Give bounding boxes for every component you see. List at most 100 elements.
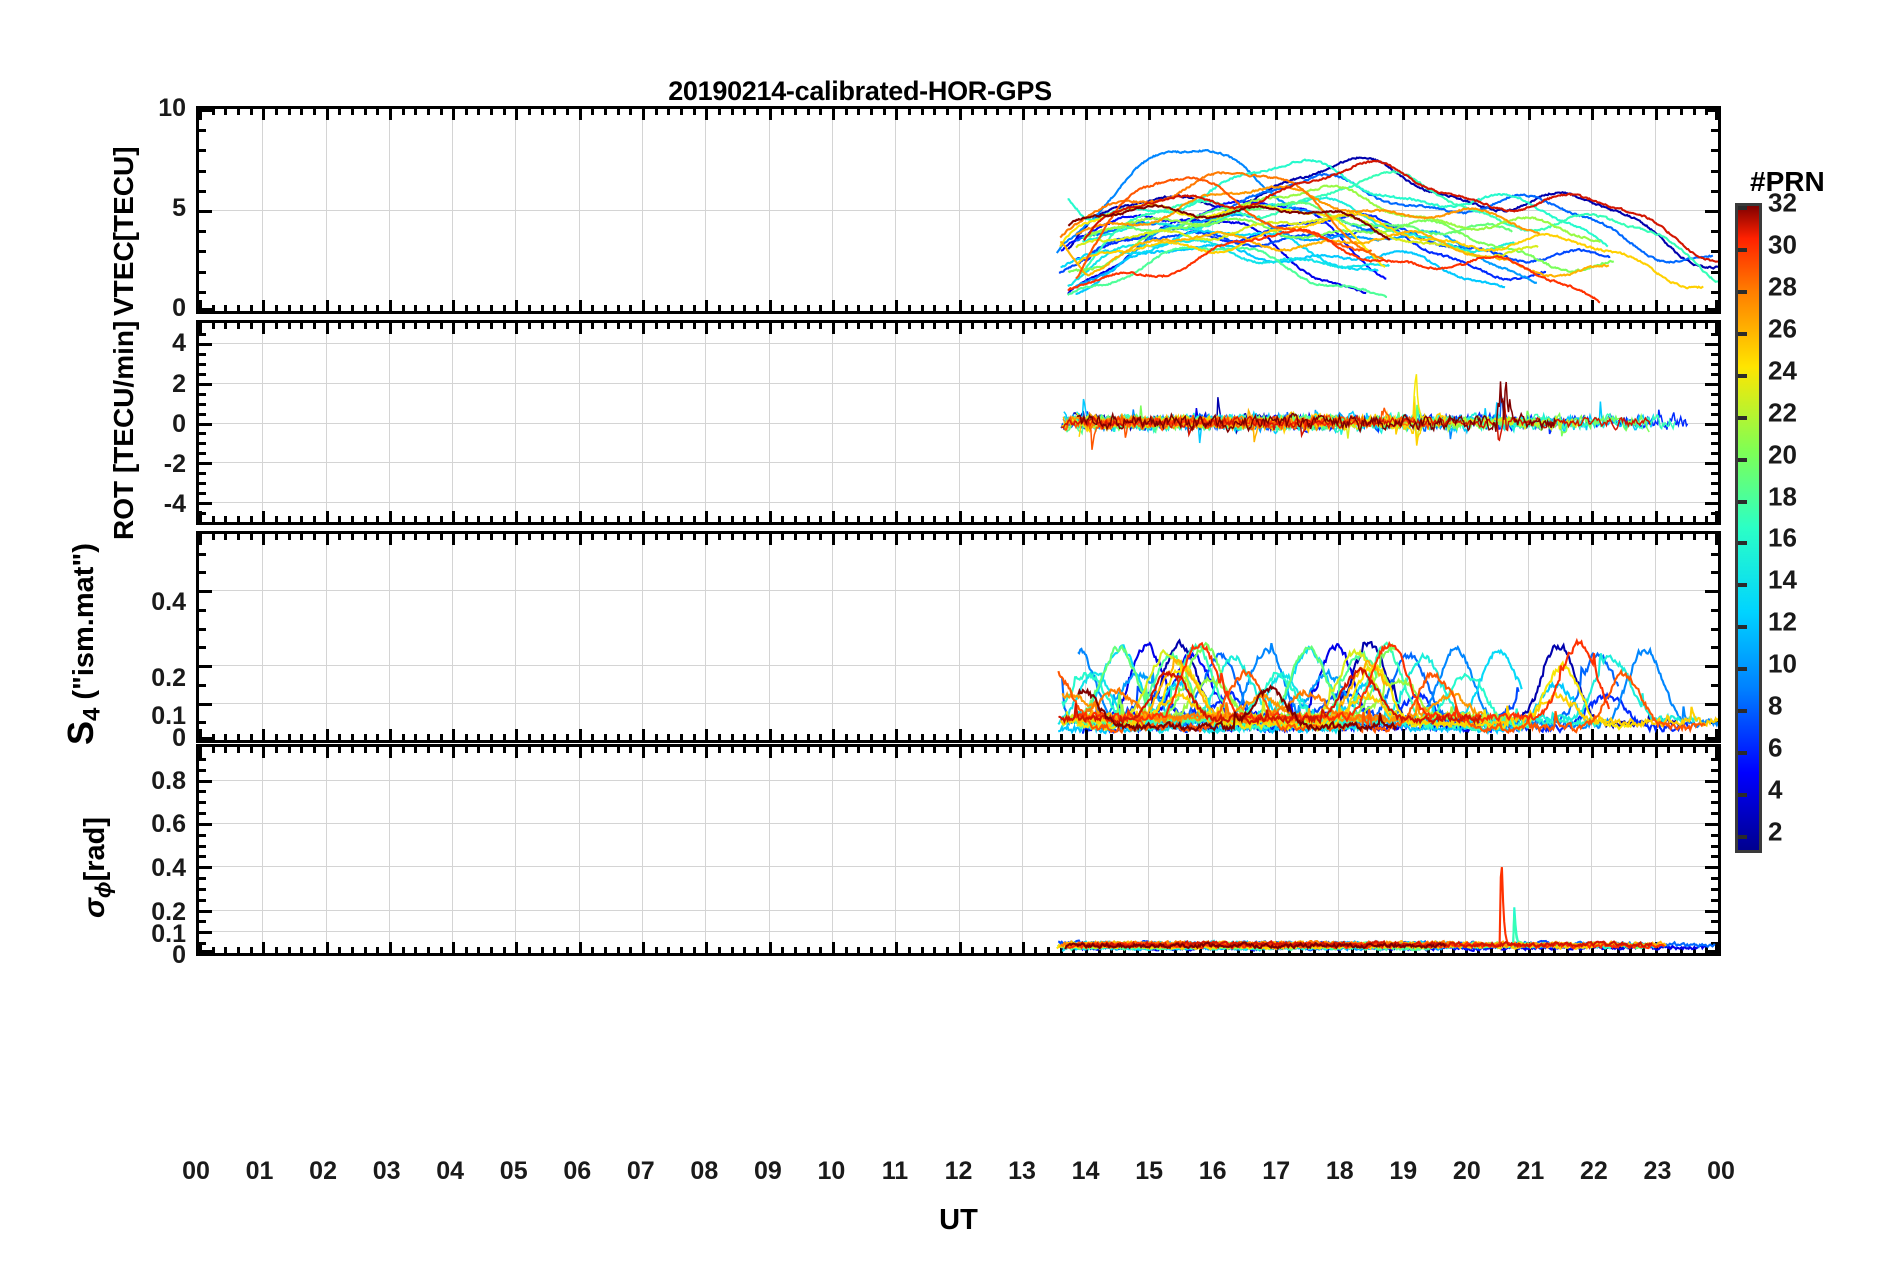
- xtick-minor: [819, 734, 822, 740]
- xtick-minor: [224, 947, 227, 953]
- xtick-minor: [553, 516, 556, 522]
- xtick-minor: [1427, 109, 1430, 115]
- xtick-minor: [288, 734, 291, 740]
- xtick-minor: [1199, 516, 1202, 522]
- xtick-major: [326, 109, 329, 120]
- xtick-minor: [731, 109, 734, 115]
- colorbar: [1735, 203, 1762, 853]
- xtick-major: [1338, 747, 1341, 758]
- xtick-major: [199, 729, 202, 740]
- xtick-major: [1402, 300, 1405, 311]
- xtick-minor: [1553, 947, 1556, 953]
- xtick-minor: [477, 305, 480, 311]
- xtick-minor: [1034, 534, 1037, 540]
- gridline-horizontal: [199, 910, 1718, 911]
- xtick-minor: [718, 516, 721, 522]
- xtick-minor: [1515, 516, 1518, 522]
- gridline-horizontal: [199, 210, 1718, 211]
- colorbar-tick: [1738, 835, 1747, 840]
- xtick-minor: [1300, 109, 1303, 115]
- xtick-minor: [1680, 305, 1683, 311]
- xtick-major: [1148, 323, 1151, 334]
- xtick-minor: [908, 305, 911, 311]
- xtick-minor: [1667, 305, 1670, 311]
- xtick-major: [1465, 729, 1468, 740]
- xtick-minor: [756, 323, 759, 329]
- xtick-minor: [1237, 109, 1240, 115]
- xtick-minor: [1009, 109, 1012, 115]
- ytick-minor: [199, 834, 206, 837]
- ytick-minor: [1711, 790, 1718, 793]
- xtick-label: 11: [881, 1157, 909, 1185]
- xtick-minor: [553, 734, 556, 740]
- xtick-minor: [1490, 947, 1493, 953]
- xtick-minor: [1566, 747, 1569, 753]
- xtick-minor: [1490, 323, 1493, 329]
- xtick-minor: [1452, 747, 1455, 753]
- xtick-major: [579, 747, 582, 758]
- gridline-vertical: [262, 323, 263, 522]
- xtick-minor: [971, 947, 974, 953]
- xtick-minor: [756, 534, 759, 540]
- xtick-minor: [655, 305, 658, 311]
- xtick-minor: [718, 305, 721, 311]
- xtick-minor: [1224, 109, 1227, 115]
- xtick-major: [642, 747, 645, 758]
- xtick-minor: [996, 747, 999, 753]
- xtick-major: [1465, 747, 1468, 758]
- ytick-major: [1705, 590, 1718, 593]
- xtick-minor: [1629, 534, 1632, 540]
- colorbar-tick-label: 30: [1768, 229, 1797, 260]
- ytick-major: [1705, 343, 1718, 346]
- xtick-minor: [477, 323, 480, 329]
- xtick-minor: [1110, 516, 1113, 522]
- xtick-minor: [250, 305, 253, 311]
- xtick-minor: [440, 734, 443, 740]
- xtick-minor: [275, 305, 278, 311]
- xtick-major: [769, 109, 772, 120]
- xtick-minor: [1642, 109, 1645, 115]
- ytick-minor: [1711, 812, 1718, 815]
- xtick-minor: [971, 323, 974, 329]
- colorbar-tick-label: 24: [1768, 355, 1797, 386]
- xtick-major: [579, 942, 582, 953]
- xtick-minor: [1427, 516, 1430, 522]
- xtick-minor: [1136, 516, 1139, 522]
- ytick-minor: [199, 942, 206, 945]
- xtick-major: [1148, 511, 1151, 522]
- xtick-minor: [1098, 734, 1101, 740]
- xtick-minor: [1604, 516, 1607, 522]
- ytick-minor: [1711, 888, 1718, 891]
- xtick-label: 07: [626, 1157, 655, 1185]
- xtick-minor: [212, 109, 215, 115]
- xtick-minor: [1034, 516, 1037, 522]
- xtick-minor: [1250, 747, 1253, 753]
- xtick-minor: [870, 734, 873, 740]
- xtick-minor: [1060, 534, 1063, 540]
- xtick-minor: [1414, 516, 1417, 522]
- ytick-label: 0.4: [151, 854, 186, 882]
- xtick-minor: [1047, 109, 1050, 115]
- xtick-minor: [1047, 305, 1050, 311]
- xtick-minor: [1617, 323, 1620, 329]
- xtick-major: [895, 729, 898, 740]
- xtick-minor: [1174, 516, 1177, 522]
- ytick-minor: [199, 432, 206, 435]
- xtick-minor: [908, 947, 911, 953]
- xtick-minor: [1009, 734, 1012, 740]
- xtick-minor: [617, 305, 620, 311]
- xtick-major: [262, 942, 265, 953]
- xtick-label: 05: [499, 1157, 528, 1185]
- xtick-major: [1465, 534, 1468, 545]
- xtick-minor: [1503, 323, 1506, 329]
- xtick-major: [769, 323, 772, 334]
- xtick-major: [515, 747, 518, 758]
- gridline-vertical: [389, 323, 390, 522]
- gridline-vertical: [579, 534, 580, 740]
- ytick-minor: [1711, 845, 1718, 848]
- gridline-vertical: [832, 323, 833, 522]
- xtick-major: [1022, 109, 1025, 120]
- xtick-minor: [566, 305, 569, 311]
- xtick-minor: [629, 516, 632, 522]
- gridline-vertical: [1591, 534, 1592, 740]
